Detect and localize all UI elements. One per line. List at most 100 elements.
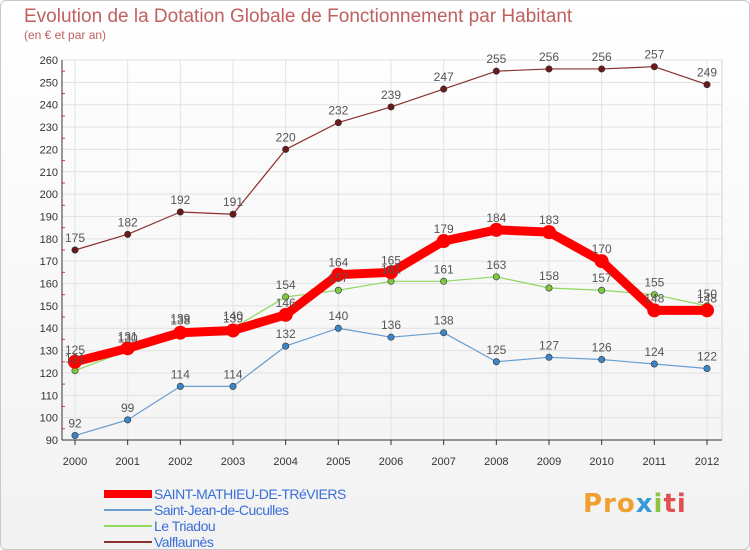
y-tick-label: 250 <box>40 77 58 89</box>
data-label: 157 <box>328 271 348 285</box>
y-tick-label: 160 <box>40 279 58 291</box>
data-label: 114 <box>171 367 190 381</box>
data-label: 148 <box>697 291 717 305</box>
x-tick-label: 2011 <box>643 456 667 468</box>
data-point <box>545 65 553 73</box>
data-label: 126 <box>592 341 612 355</box>
data-point <box>176 382 184 390</box>
data-label: 163 <box>486 258 506 272</box>
data-point <box>282 293 290 301</box>
data-point <box>384 265 398 280</box>
x-tick-label: 2012 <box>695 456 719 468</box>
data-point <box>68 354 82 369</box>
data-label: 161 <box>381 262 401 276</box>
data-label: 164 <box>328 256 348 270</box>
chart-subtitle: (en € et par an) <box>24 28 107 42</box>
data-point <box>334 286 342 294</box>
data-point <box>124 230 132 238</box>
data-point <box>282 342 290 350</box>
data-label: 182 <box>118 215 138 229</box>
x-tick-label: 2009 <box>537 456 561 468</box>
data-point <box>71 432 79 440</box>
data-label: 138 <box>434 314 454 328</box>
data-point <box>282 145 290 153</box>
y-tick-label: 200 <box>40 189 58 201</box>
data-label: 161 <box>434 262 454 276</box>
y-tick-label: 240 <box>40 100 58 112</box>
data-label: 192 <box>170 193 190 207</box>
data-point <box>173 325 188 340</box>
data-label: 239 <box>381 88 401 102</box>
data-label: 179 <box>434 222 454 236</box>
y-tick-label: 100 <box>40 413 58 425</box>
data-point <box>331 267 346 282</box>
data-label: 136 <box>381 318 401 332</box>
x-tick-label: 2001 <box>115 456 139 468</box>
data-label: 191 <box>223 195 243 209</box>
data-point <box>176 208 184 216</box>
y-axis: 90 100 110 120 130 140 150 160 170 180 190 200 210 22… <box>40 55 65 447</box>
data-label: 132 <box>276 327 296 341</box>
y-tick-label: 260 <box>40 55 58 67</box>
legend-label: Le Triadou <box>154 518 216 534</box>
data-point <box>120 341 135 356</box>
data-point <box>440 277 448 285</box>
y-tick-label: 230 <box>40 122 58 134</box>
data-point <box>71 246 79 254</box>
data-label: 183 <box>539 213 559 227</box>
legend-label: SAINT-MATHIEU-DE-TRéVIERS <box>154 486 346 502</box>
data-label: 170 <box>592 242 612 256</box>
data-point <box>229 382 237 390</box>
data-label: 155 <box>644 276 664 290</box>
x-tick-label: 2000 <box>63 456 87 468</box>
data-point <box>492 67 500 75</box>
chart-title: Evolution de la Dotation Globale de Fonc… <box>24 6 573 27</box>
data-label: 175 <box>65 231 85 245</box>
data-label: 140 <box>328 309 348 323</box>
data-point <box>440 329 448 337</box>
data-point <box>334 324 342 332</box>
x-tick-label: 2006 <box>379 456 403 468</box>
data-point <box>278 307 293 322</box>
plot-area <box>61 59 723 441</box>
y-tick-label: 90 <box>46 435 58 447</box>
data-point <box>650 360 658 368</box>
data-point <box>650 63 658 71</box>
data-label: 92 <box>68 417 82 431</box>
data-label: 138 <box>170 314 190 328</box>
data-point <box>226 323 240 338</box>
proxiti-logo: Proxiti <box>583 489 687 519</box>
y-tick-label: 140 <box>40 323 58 335</box>
legend-swatch <box>104 525 152 527</box>
data-point <box>703 81 711 89</box>
legend-swatch <box>104 490 152 498</box>
data-point <box>598 65 606 73</box>
data-point <box>334 119 342 127</box>
data-label: 256 <box>539 50 559 64</box>
data-point <box>387 333 395 341</box>
y-tick-label: 210 <box>40 167 58 179</box>
x-tick-label: 2004 <box>273 456 297 468</box>
y-tick-label: 220 <box>40 144 58 156</box>
data-point <box>492 358 500 366</box>
data-label: 157 <box>592 271 612 285</box>
data-point <box>598 356 606 364</box>
data-label: 220 <box>276 130 296 144</box>
grid-lines <box>62 59 722 441</box>
y-tick-label: 180 <box>40 234 58 246</box>
x-tick-label: 2003 <box>221 456 245 468</box>
data-point <box>436 234 451 249</box>
data-label: 146 <box>276 296 296 310</box>
data-point <box>700 303 714 318</box>
data-label: 140 <box>223 309 243 323</box>
data-point <box>594 254 609 269</box>
y-tick-label: 120 <box>40 368 58 380</box>
data-point <box>489 222 504 237</box>
x-tick-label: 2002 <box>168 456 192 468</box>
data-point <box>647 303 662 318</box>
x-axis: 2000 2001 2002 2003 2004 2005 2006 2007 2008 2009… <box>62 439 722 468</box>
y-tick-label: 130 <box>40 346 58 358</box>
legend-swatch <box>104 541 152 543</box>
y-tick-label: 110 <box>40 390 58 402</box>
